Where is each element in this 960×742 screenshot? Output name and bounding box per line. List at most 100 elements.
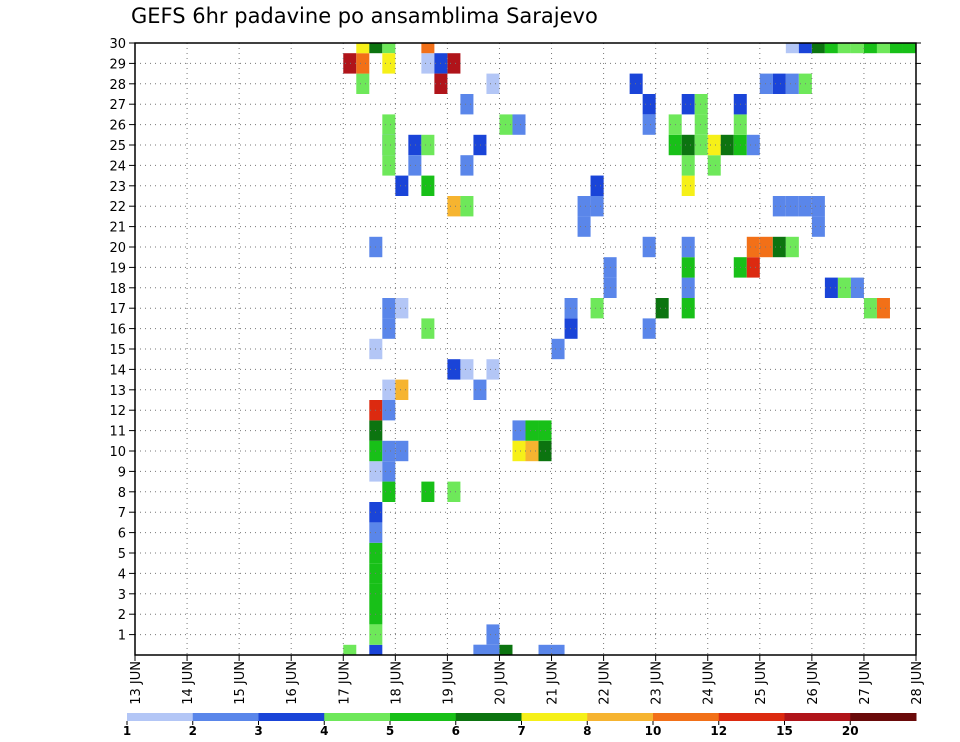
heatmap-cell — [694, 114, 708, 135]
heatmap-cell — [512, 114, 526, 135]
heatmap-cell — [746, 236, 760, 258]
heatmap-cell — [395, 440, 409, 462]
y-tick-label: 25 — [109, 139, 126, 154]
heatmap-cell — [382, 43, 396, 54]
heatmap-cell — [356, 53, 370, 74]
legend-label: 4 — [320, 724, 328, 738]
heatmap-cell — [408, 155, 422, 176]
x-tick-label: 16 JUN — [285, 661, 300, 705]
heatmap-cell — [642, 318, 656, 339]
heatmap-cell — [382, 440, 396, 462]
heatmap-cell — [421, 318, 435, 339]
heatmap-cell — [811, 196, 825, 217]
color-legend: 1 2 3 4 5 6 7 8 10 12 15 20 — [123, 713, 917, 738]
legend-label: 12 — [710, 724, 727, 738]
heatmap-cell — [564, 318, 578, 339]
heatmap-cell — [863, 43, 877, 54]
heatmap-cell — [408, 134, 422, 156]
heatmap-cell — [395, 298, 409, 319]
heatmap-cell — [473, 644, 487, 655]
heatmap-cell — [538, 644, 552, 655]
y-tick-label: 14 — [109, 363, 126, 378]
y-tick-label: 30 — [109, 37, 126, 52]
heatmap-cell — [681, 236, 695, 258]
x-tick-label: 13 JUN — [129, 661, 144, 705]
x-tick-label: 19 JUN — [441, 661, 456, 705]
heatmap-cell — [525, 440, 539, 462]
heatmap-cell — [473, 134, 487, 156]
y-tick-label: 4 — [118, 567, 126, 582]
heatmap-cell — [707, 134, 721, 156]
legend-swatch — [324, 713, 391, 721]
y-tick-label: 9 — [118, 465, 126, 480]
heatmap-cell — [473, 379, 487, 400]
heatmap-cell — [746, 134, 760, 156]
x-tick-label: 14 JUN — [181, 661, 196, 705]
chart-title: GEFS 6hr padavine po ansamblima Sarajevo — [131, 4, 598, 28]
legend-swatch — [587, 713, 654, 721]
legend-swatch — [784, 713, 851, 721]
heatmap-cell — [642, 94, 656, 115]
heatmap-cell — [720, 134, 734, 156]
heatmap-cell — [382, 461, 396, 482]
y-axis-ticks: 1234567891011121314151617181920212223242… — [109, 37, 921, 644]
heatmap-cell — [382, 379, 396, 400]
legend-label: 2 — [189, 724, 197, 738]
y-tick-label: 23 — [109, 180, 126, 195]
heatmap-cell — [876, 43, 890, 54]
heatmap-cell — [525, 420, 539, 441]
y-tick-label: 24 — [109, 159, 126, 174]
heatmap-cell — [486, 644, 500, 655]
heatmap-cell — [655, 298, 669, 319]
y-tick-label: 12 — [109, 404, 126, 419]
heatmap-cell — [343, 644, 357, 655]
heatmap-cell — [785, 196, 799, 217]
y-tick-label: 18 — [109, 282, 126, 297]
legend-swatch — [521, 713, 588, 721]
heatmap-cell — [772, 73, 786, 94]
heatmap-cell — [681, 298, 695, 319]
x-tick-label: 17 JUN — [337, 661, 352, 705]
heatmap-cell — [382, 400, 396, 421]
legend-swatch — [455, 713, 522, 721]
legend-swatch — [653, 713, 720, 721]
y-tick-label: 20 — [109, 241, 126, 256]
heatmap-cell — [486, 359, 500, 380]
heatmap-cell — [577, 196, 591, 217]
heatmap-cell — [824, 277, 838, 298]
heatmap-cell — [382, 155, 396, 176]
x-tick-label: 24 JUN — [702, 661, 717, 705]
heatmap-cell — [369, 43, 383, 54]
legend-label: 7 — [517, 724, 525, 738]
heatmap-cells — [343, 43, 916, 655]
heatmap-cell — [369, 644, 383, 655]
heatmap-cell — [512, 420, 526, 441]
y-tick-label: 16 — [109, 323, 126, 338]
heatmap-cell — [551, 644, 565, 655]
y-tick-label: 8 — [118, 486, 126, 501]
heatmap-cell — [642, 114, 656, 135]
heatmap-cell — [681, 155, 695, 176]
heatmap-cell — [421, 43, 435, 54]
x-tick-label: 26 JUN — [806, 661, 821, 705]
heatmap-cell — [382, 114, 396, 135]
heatmap-cell — [837, 277, 851, 298]
y-tick-label: 13 — [109, 384, 126, 399]
heatmap-cell — [837, 43, 851, 54]
x-tick-label: 27 JUN — [858, 661, 873, 705]
heatmap-cell — [876, 298, 890, 319]
heatmap-cell — [421, 481, 435, 502]
heatmap-cell — [798, 43, 812, 54]
heatmap-cell — [447, 481, 461, 502]
heatmap-cell — [681, 257, 695, 278]
heatmap-cell — [447, 53, 461, 74]
y-tick-label: 1 — [118, 629, 126, 644]
heatmap-cell — [681, 94, 695, 115]
legend-swatch — [390, 713, 457, 721]
heatmap-cell — [382, 481, 396, 502]
heatmap-cell — [486, 624, 500, 645]
y-tick-label: 29 — [109, 57, 126, 72]
x-tick-label: 22 JUN — [598, 661, 613, 705]
legend-label: 10 — [645, 724, 662, 738]
